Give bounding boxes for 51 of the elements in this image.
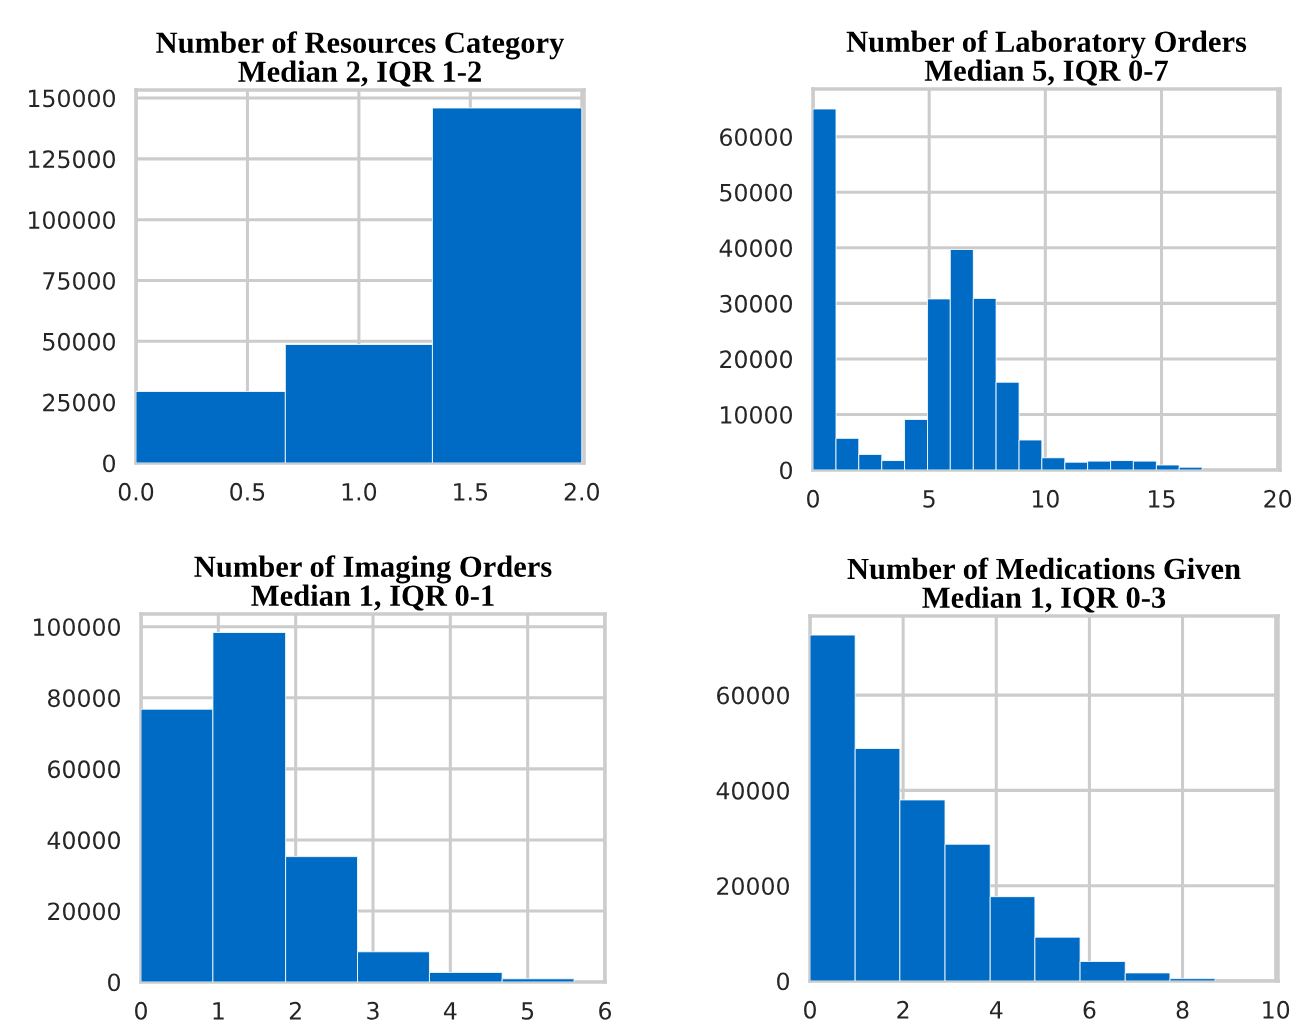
y-tick-label: 40000 bbox=[716, 781, 789, 800]
x-tick-label: 2 bbox=[897, 1000, 909, 1019]
y-tick-label: 20000 bbox=[48, 902, 120, 921]
y-tick-label: 50000 bbox=[43, 332, 115, 351]
y-tick-label: 0 bbox=[777, 972, 789, 991]
x-tick-label: 1 bbox=[213, 1002, 224, 1020]
x-tick-label: 5 bbox=[923, 490, 935, 508]
x-tick-label: 0.5 bbox=[230, 482, 265, 501]
y-tick-label: 30000 bbox=[720, 294, 792, 313]
x-tick-label: 5 bbox=[521, 1002, 534, 1020]
y-tick-label: 0 bbox=[103, 454, 115, 473]
y-tick-label: 50000 bbox=[720, 183, 792, 202]
y-tick-label: 60000 bbox=[48, 760, 120, 779]
x-tick-label: 1.0 bbox=[342, 482, 377, 501]
y-tick-label: 25000 bbox=[43, 393, 115, 412]
chart-title: Number of Imaging Orders Median 1, IQR 0-1 bbox=[194, 555, 552, 611]
x-tick-label: 1.5 bbox=[454, 483, 488, 501]
x-tick-label: 6 bbox=[1083, 1000, 1096, 1019]
x-tick-label: 8 bbox=[1176, 1000, 1189, 1019]
x-tick-label: 3 bbox=[367, 1001, 379, 1020]
chart-title: Number of Laboratory Orders Median 5, IQR 0-7 bbox=[846, 30, 1247, 86]
x-tick-label: 0.0 bbox=[118, 482, 154, 501]
y-tick-label: 150000 bbox=[29, 89, 115, 108]
x-tick-label: 4 bbox=[443, 1002, 457, 1020]
y-tick-label: 75000 bbox=[43, 271, 115, 290]
y-tick-label: 125000 bbox=[29, 150, 115, 169]
x-tick-label: 10 bbox=[1032, 489, 1059, 508]
x-tick-label: 15 bbox=[1149, 490, 1175, 508]
y-tick-label: 40000 bbox=[719, 239, 792, 258]
x-tick-label: 6 bbox=[599, 1001, 612, 1020]
x-tick-label: 10 bbox=[1263, 1000, 1290, 1019]
x-tick-label: 0 bbox=[807, 489, 819, 508]
y-tick-label: 20000 bbox=[717, 877, 789, 896]
x-tick-label: 2.0 bbox=[564, 482, 599, 501]
y-tick-label: 0 bbox=[780, 461, 792, 480]
y-tick-label: 60000 bbox=[720, 128, 792, 147]
x-tick-label: 2 bbox=[289, 1001, 301, 1020]
chart-title: Number of Resources Category Median 2, IQR 1-2 bbox=[156, 31, 565, 87]
x-tick-label: 4 bbox=[989, 1001, 1003, 1019]
y-tick-label: 0 bbox=[108, 973, 120, 992]
y-tick-label: 10000 bbox=[721, 405, 792, 424]
x-tick-label: 20 bbox=[1264, 489, 1292, 508]
y-tick-label: 80000 bbox=[48, 689, 120, 708]
y-tick-label: 60000 bbox=[717, 686, 789, 705]
y-tick-label: 20000 bbox=[720, 350, 792, 369]
y-tick-label: 40000 bbox=[47, 831, 120, 850]
x-tick-label: 0 bbox=[135, 1001, 147, 1020]
y-tick-label: 100000 bbox=[29, 211, 115, 229]
chart-title: Number of Medications Given Median 1, IQR 0-3 bbox=[847, 557, 1241, 613]
y-tick-label: 100000 bbox=[34, 618, 120, 637]
x-tick-label: 0 bbox=[804, 1000, 816, 1019]
